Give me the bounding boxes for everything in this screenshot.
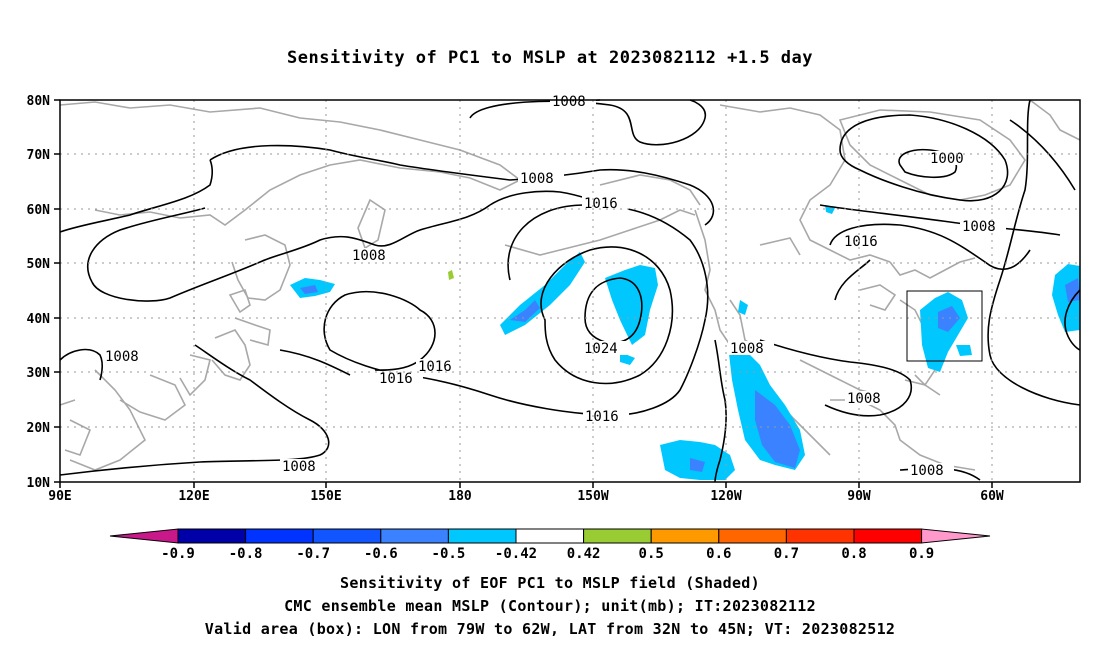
tick-marks xyxy=(54,99,993,488)
contour-label: 1008 xyxy=(910,463,944,479)
contour-label: 1016 xyxy=(585,409,619,425)
contour-label: 1008 xyxy=(847,391,881,407)
colorbar-segment xyxy=(312,528,382,544)
lat-label: 80N xyxy=(27,94,51,109)
lat-label: 70N xyxy=(27,148,51,163)
colorbar-label: -0.6 xyxy=(364,546,398,562)
colorbar-segment xyxy=(718,528,787,544)
colorbar-label: -0.7 xyxy=(296,546,330,562)
lat-label: 60N xyxy=(27,203,51,218)
lat-label: 30N xyxy=(27,366,51,381)
lon-label: 120E xyxy=(178,489,209,504)
contour-label: 1008 xyxy=(105,349,139,365)
colorbar-segment xyxy=(515,528,585,544)
colorbar-label: 0.7 xyxy=(774,546,799,562)
lon-label: 60W xyxy=(980,489,1004,504)
lat-label: 40N xyxy=(27,312,51,327)
contour-labels: 1008 1008 1008 1008 1008 1008 1008 1008 … xyxy=(103,94,1006,479)
contour-label: 1016 xyxy=(379,371,413,387)
contour-label: 1016 xyxy=(418,359,452,375)
colorbar-label: -0.8 xyxy=(229,546,263,562)
lon-label: 150W xyxy=(577,489,608,504)
lat-label: 50N xyxy=(27,257,51,272)
colorbar-label: 0.8 xyxy=(841,546,866,562)
caption-line-3: Valid area (box): LON from 79W to 62W, L… xyxy=(204,620,896,638)
colorbar-label: 0.42 xyxy=(567,546,601,562)
colorbar-segment xyxy=(785,528,855,544)
lon-label: 90E xyxy=(48,489,71,504)
contour-label: 1008 xyxy=(352,248,386,264)
colorbar-segment xyxy=(583,528,652,544)
lat-label: 10N xyxy=(27,476,51,491)
valid-area-box xyxy=(906,290,983,362)
colorbar-label: 0.9 xyxy=(909,546,934,562)
colorbar-segment xyxy=(650,528,720,544)
map-title: Sensitivity of PC1 to MSLP at 2023082112… xyxy=(286,48,813,68)
colorbar-label: -0.9 xyxy=(161,546,195,562)
lat-labels: 80N 70N 60N 50N 40N 30N 20N 10N xyxy=(27,94,51,491)
contour-label: 1024 xyxy=(584,341,618,357)
colorbar-segment xyxy=(447,528,517,544)
lon-label: 120W xyxy=(710,489,741,504)
contour-label: 1008 xyxy=(552,94,586,110)
contour-label: 1000 xyxy=(930,151,964,167)
sensitivity-shading xyxy=(290,205,1080,480)
colorbar-segment xyxy=(380,528,449,544)
contour-label: 1016 xyxy=(584,196,618,212)
colorbar-high-triangle xyxy=(921,528,991,544)
lon-labels: 90E 120E 150E 180 150W 120W 90W 60W xyxy=(48,489,1004,504)
contour-label: 1008 xyxy=(730,341,764,357)
contour-label: 1008 xyxy=(520,171,554,187)
map-frame xyxy=(59,99,1081,483)
colorbar-label: -0.5 xyxy=(432,546,466,562)
lon-label: 90W xyxy=(847,489,871,504)
caption-line-1: Sensitivity of EOF PC1 to MSLP field (Sh… xyxy=(340,574,760,592)
colorbar-segment xyxy=(177,528,247,544)
colorbar-label: 0.6 xyxy=(706,546,731,562)
lat-label: 20N xyxy=(27,421,51,436)
colorbar-low-triangle xyxy=(109,528,179,544)
colorbar-segment xyxy=(853,528,923,544)
contour-label: 1008 xyxy=(962,219,996,235)
graticule xyxy=(60,100,1080,482)
colorbar: -0.9 -0.8 -0.7 -0.6 -0.5 -0.42 0.42 0.5 0.6 0.7 0.… xyxy=(109,528,991,562)
contour-label: 1016 xyxy=(844,234,878,250)
lon-label: 180 xyxy=(448,489,472,504)
contour-label: 1008 xyxy=(282,459,316,475)
colorbar-label: -0.42 xyxy=(495,546,537,562)
colorbar-label: 0.5 xyxy=(639,546,664,562)
colorbar-segment xyxy=(245,528,314,544)
caption-line-2: CMC ensemble mean MSLP (Contour); unit(m… xyxy=(284,597,816,615)
lon-label: 150E xyxy=(310,489,341,504)
